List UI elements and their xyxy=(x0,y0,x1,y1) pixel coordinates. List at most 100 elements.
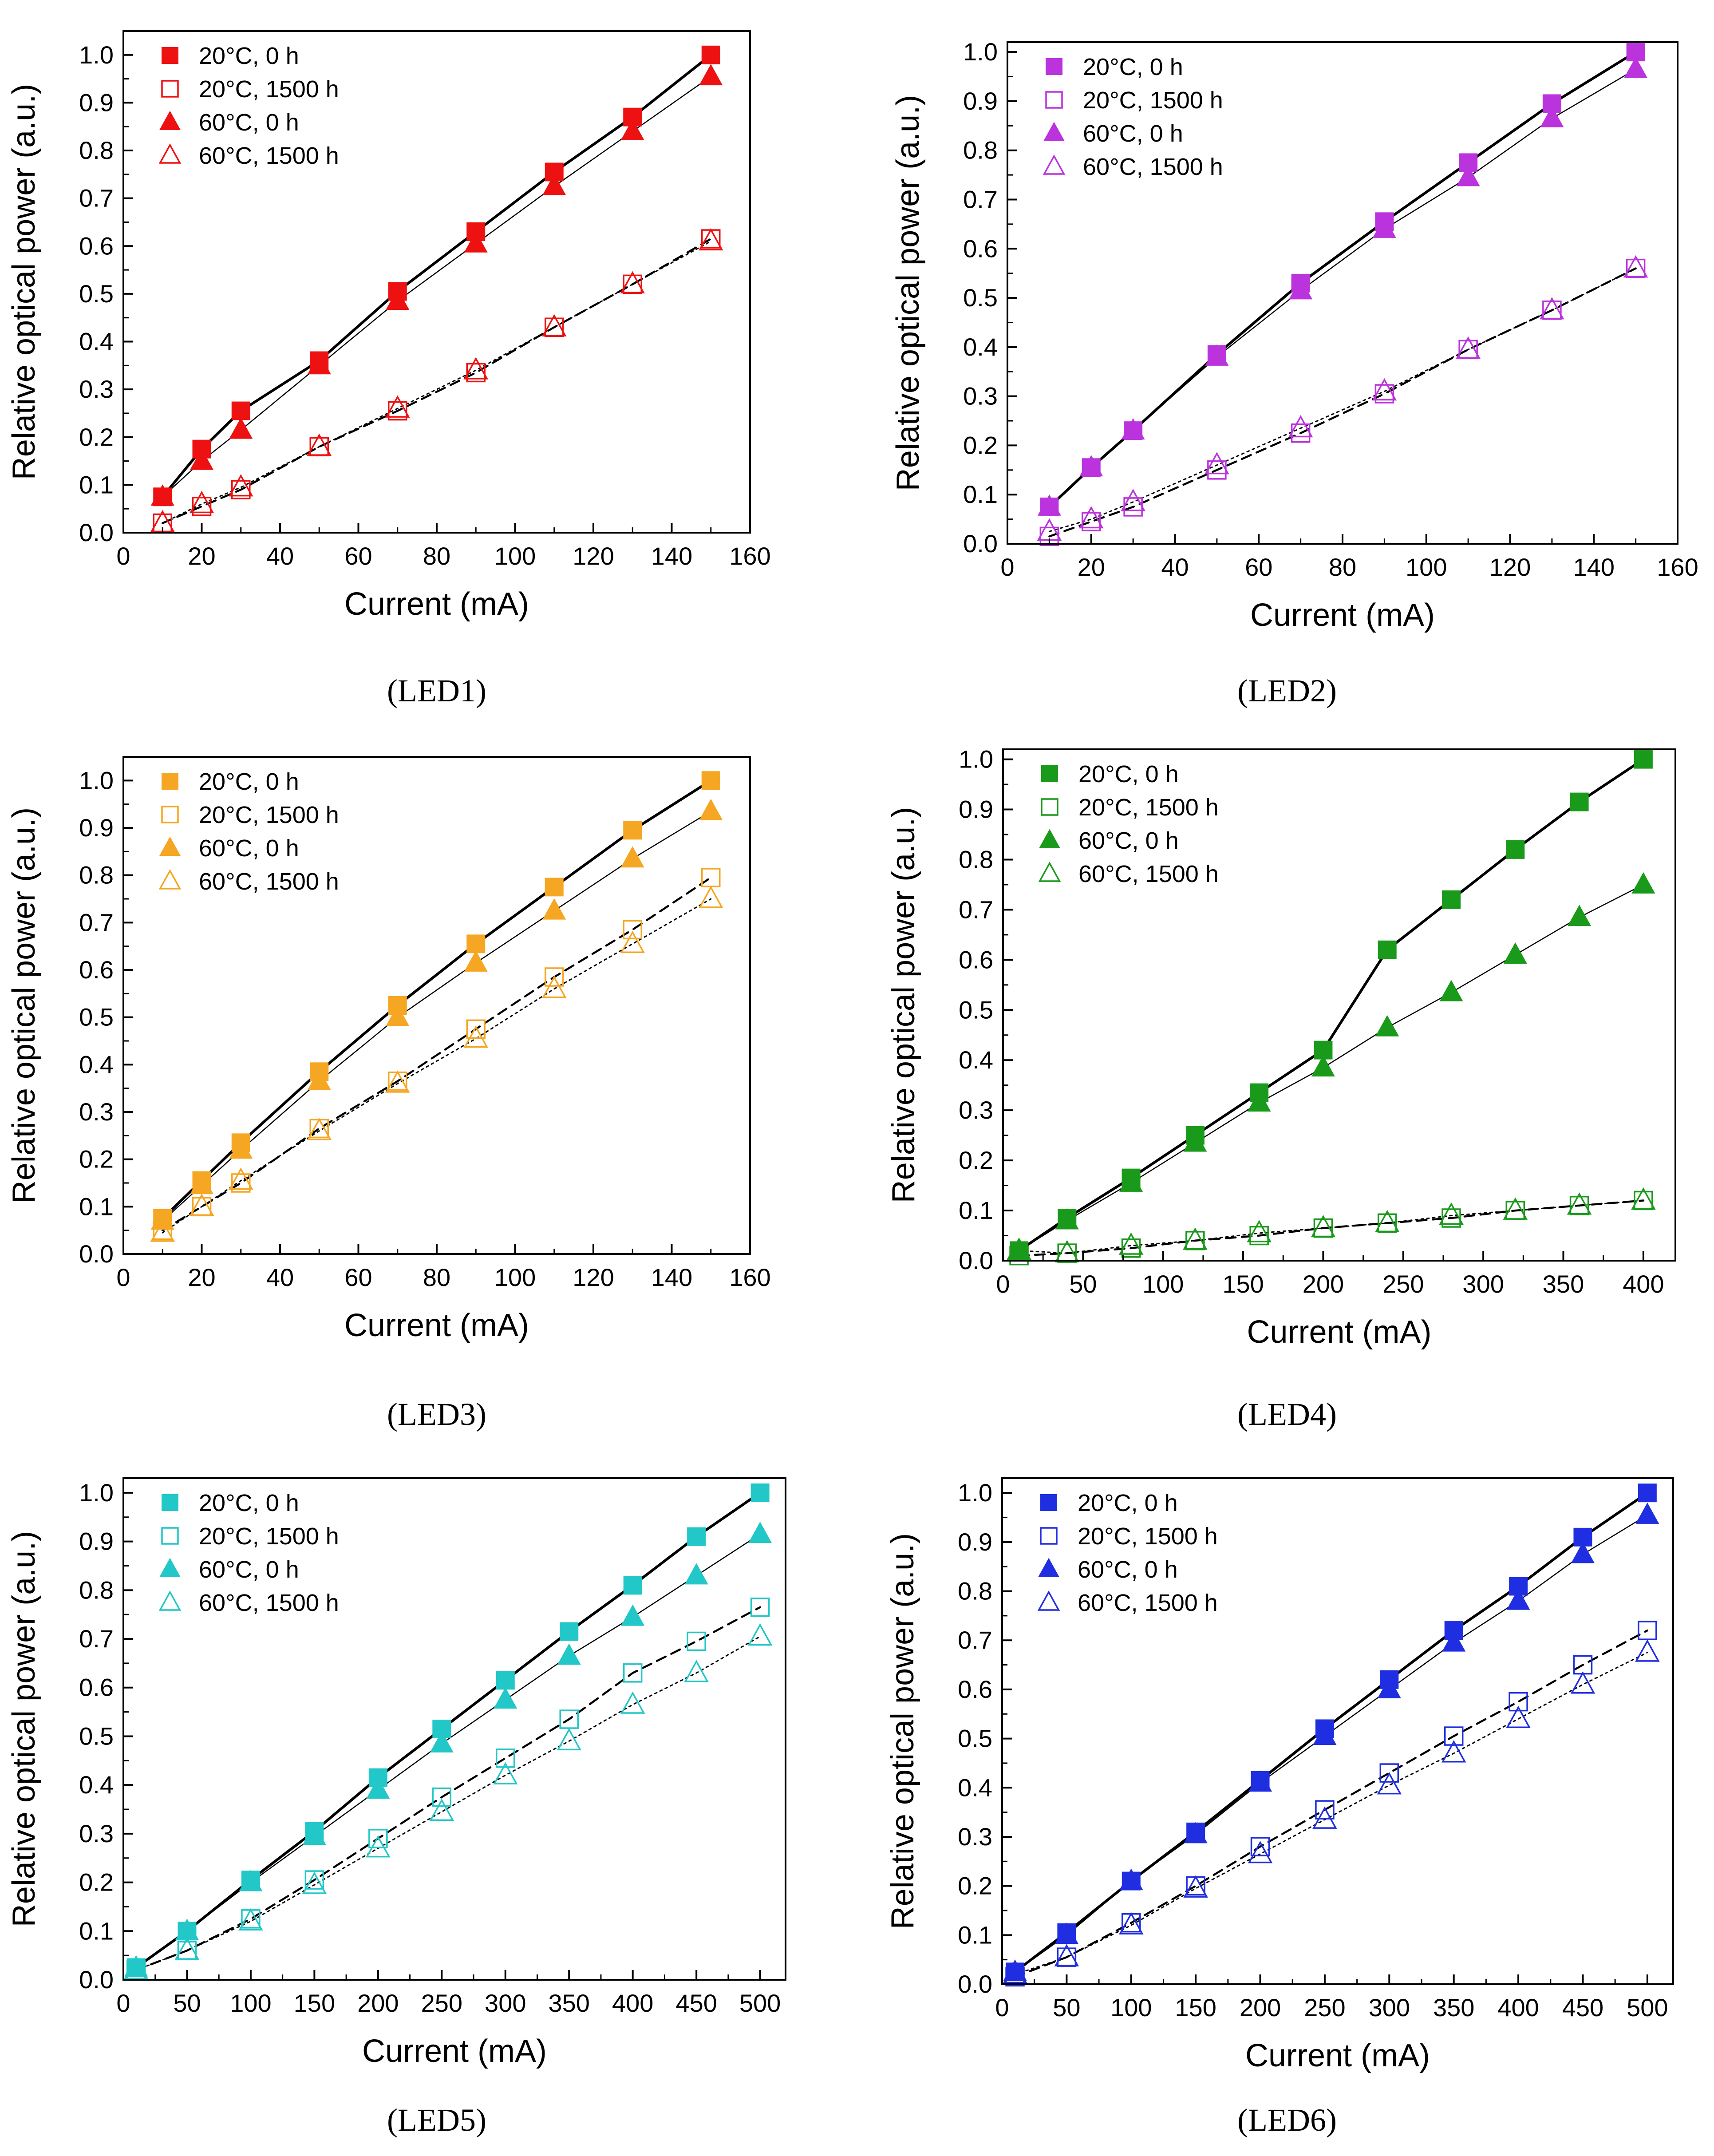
y-tick-label: 0.5 xyxy=(79,280,114,308)
data-point xyxy=(701,45,720,64)
data-point xyxy=(1567,1192,1592,1215)
x-tick-label: 0 xyxy=(996,1270,1010,1298)
plot-frame xyxy=(122,756,751,1255)
y-tick-label: 0.4 xyxy=(79,1050,114,1078)
x-tick-label: 400 xyxy=(1497,1994,1539,2021)
data-point xyxy=(1379,1763,1399,1783)
data-point xyxy=(1441,1208,1461,1228)
legend-marker xyxy=(1038,861,1061,882)
x-tick-label: 140 xyxy=(1573,553,1615,581)
data-point xyxy=(557,1643,581,1665)
data-point xyxy=(302,1824,326,1845)
data-point xyxy=(1442,890,1461,909)
y-tick-label: 0.4 xyxy=(958,1773,992,1801)
x-axis-title: Current (mA) xyxy=(1245,2038,1430,2073)
series-markers-1 xyxy=(1010,750,1653,1260)
legend-marker xyxy=(1038,1558,1060,1578)
x-tick-label: 500 xyxy=(739,1989,781,2017)
data-point xyxy=(229,417,253,439)
data-point xyxy=(623,821,642,840)
panel-caption: (LED6) xyxy=(1237,2102,1337,2138)
x-tick-label: 160 xyxy=(729,542,770,570)
x-tick-label: 60 xyxy=(1245,553,1272,581)
x-tick-label: 150 xyxy=(1222,1270,1264,1298)
data-point xyxy=(1250,1837,1270,1856)
data-point xyxy=(493,1762,518,1784)
data-point xyxy=(1377,1772,1402,1795)
data-point xyxy=(1118,1232,1144,1255)
data-point xyxy=(1119,1170,1143,1192)
legend-marker xyxy=(159,111,181,131)
data-point xyxy=(542,174,566,195)
x-tick-label: 50 xyxy=(173,1989,201,2017)
data-point xyxy=(701,868,721,887)
legend-marker xyxy=(1041,798,1058,816)
plot-frame xyxy=(122,30,751,534)
y-tick-label: 0.3 xyxy=(79,1098,114,1126)
y-tick-label: 0.1 xyxy=(959,1196,993,1224)
legend-marker xyxy=(161,80,179,98)
y-tick-label: 0.5 xyxy=(958,1725,992,1752)
data-point xyxy=(1442,1630,1466,1652)
legend: 20°C, 0 h 20°C, 1500 h 60°C, 0 h 60°C, 1500… xyxy=(158,768,339,895)
x-tick-label: 80 xyxy=(423,542,450,570)
data-point xyxy=(385,1070,410,1093)
data-point xyxy=(1247,1220,1272,1242)
x-tick-label: 350 xyxy=(1543,1270,1584,1298)
data-point xyxy=(466,1019,486,1039)
y-tick-label: 0.0 xyxy=(79,1240,114,1268)
y-axis-title: Relative optical power (a.u.) xyxy=(6,1531,42,1927)
data-point xyxy=(1121,1238,1141,1258)
x-tick-label: 50 xyxy=(1053,1994,1080,2021)
data-point xyxy=(466,934,486,953)
x-tick-label: 250 xyxy=(1382,1270,1424,1298)
series-markers-3 xyxy=(150,64,723,506)
y-tick-label: 0.2 xyxy=(79,1868,114,1896)
y-tick-label: 0.0 xyxy=(959,1246,993,1274)
data-point xyxy=(228,474,253,497)
data-point xyxy=(687,1631,706,1651)
y-tick-label: 0.4 xyxy=(79,328,114,356)
y-tick-label: 0.0 xyxy=(79,1966,114,1994)
legend-label: 60°C, 0 h xyxy=(199,835,299,862)
x-tick-label: 200 xyxy=(1303,1270,1344,1298)
data-point xyxy=(386,288,410,310)
data-point xyxy=(1631,1187,1656,1210)
legend-label: 20°C, 0 h xyxy=(199,1490,299,1516)
data-point xyxy=(1186,1876,1205,1896)
series-line-2 xyxy=(135,1606,761,1971)
data-point xyxy=(623,1576,642,1595)
data-point xyxy=(124,1955,148,1977)
data-point xyxy=(545,878,564,897)
legend-label: 20°C, 1500 h xyxy=(199,1523,339,1550)
data-point xyxy=(1372,216,1396,238)
data-point xyxy=(1509,1692,1528,1712)
y-tick-label: 0.6 xyxy=(79,1673,114,1701)
y-axis-title: Relative optical power (a.u.) xyxy=(6,84,42,480)
y-axis-title: Relative optical power (a.u.) xyxy=(6,807,42,1203)
x-axis-title: Current (mA) xyxy=(344,586,529,622)
series-line-2 xyxy=(1014,1629,1649,1978)
legend-marker xyxy=(162,47,178,64)
y-axis-title: Relative optical power (a.u.) xyxy=(885,1533,920,1929)
data-point xyxy=(560,1622,579,1641)
data-point xyxy=(1184,1822,1208,1843)
data-point xyxy=(1249,1226,1269,1246)
data-point xyxy=(701,229,721,249)
legend: 20°C, 0 h 20°C, 1500 h 60°C, 0 h 60°C, 1500… xyxy=(1038,761,1219,887)
series-markers-3 xyxy=(150,799,723,1230)
y-tick-label: 0.6 xyxy=(959,945,993,973)
y-tick-label: 0.8 xyxy=(959,845,993,873)
data-point xyxy=(1374,384,1394,404)
x-axis-title: Current (mA) xyxy=(1247,1314,1431,1350)
data-point xyxy=(175,1919,199,1940)
data-point xyxy=(1570,792,1589,811)
legend-label: 60°C, 0 h xyxy=(1078,1556,1178,1583)
data-point xyxy=(747,1623,773,1646)
x-tick-label: 100 xyxy=(494,542,536,570)
legend-label: 20°C, 0 h xyxy=(199,768,299,795)
data-point xyxy=(239,1870,263,1891)
data-point xyxy=(1624,56,1648,78)
data-point xyxy=(1570,1671,1596,1694)
data-point xyxy=(1635,1502,1659,1524)
